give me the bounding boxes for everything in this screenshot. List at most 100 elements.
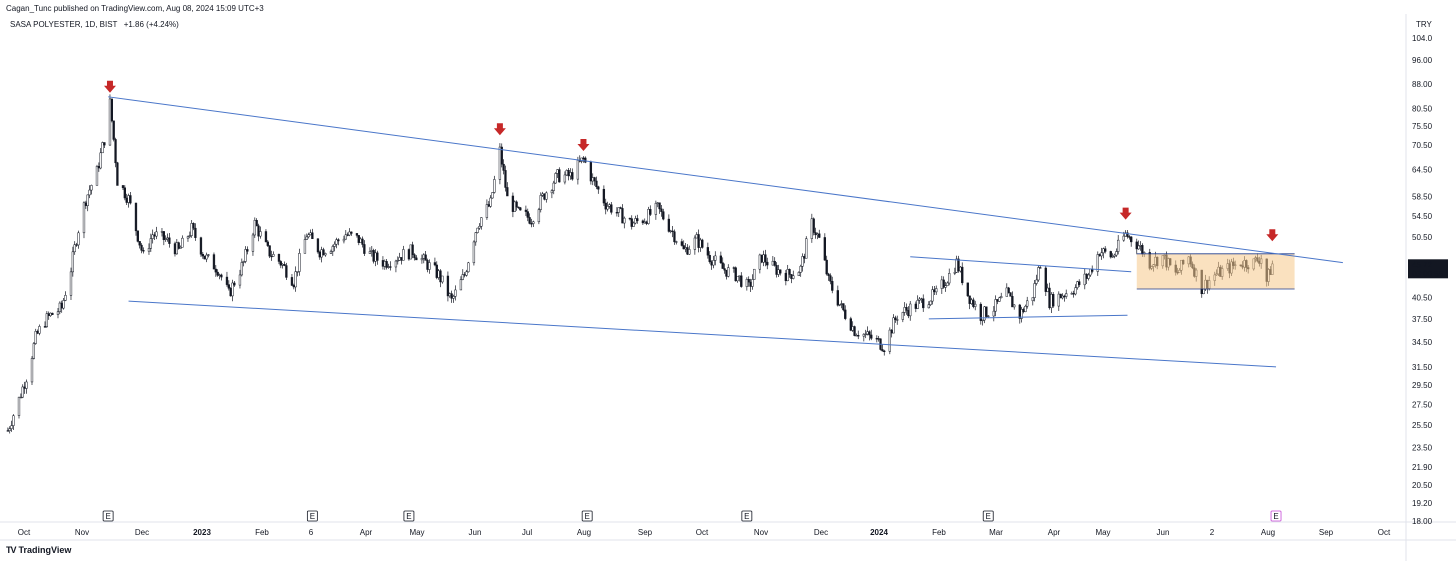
time-tick-label: Nov [75, 528, 89, 537]
candle-body [396, 260, 399, 262]
candle-body [948, 273, 951, 284]
time-tick-label: Jun [1157, 528, 1170, 537]
candle-body [686, 247, 689, 255]
candle-body [277, 254, 281, 262]
candle-body [177, 242, 180, 249]
price-tick-label: 27.50 [1412, 400, 1433, 409]
candle-body [402, 249, 405, 261]
candle-body [530, 223, 533, 225]
candle-body [649, 209, 652, 215]
candle-body [695, 234, 698, 239]
candle-body [108, 98, 112, 146]
candle-body [233, 282, 236, 286]
candle-body [571, 172, 574, 180]
candle-body [554, 173, 557, 184]
candle-body [188, 235, 191, 237]
candle-body [890, 329, 893, 334]
candle-body [1037, 267, 1040, 281]
candle-body [441, 275, 444, 283]
candle-body [389, 266, 392, 268]
candle-body [836, 290, 839, 306]
candle-body [883, 350, 886, 353]
candle-body [803, 256, 806, 259]
candle-body [621, 208, 624, 224]
candle-body [214, 268, 217, 273]
candle-body [337, 239, 340, 242]
candle-body [227, 284, 230, 289]
earnings-icon [306, 510, 318, 522]
candle-body [134, 202, 138, 232]
candle-body [333, 243, 336, 247]
candle-body [110, 98, 113, 122]
candle-body [1044, 267, 1047, 292]
candle-body [875, 338, 878, 340]
candle-body [1122, 235, 1125, 241]
candle-body [1013, 304, 1016, 308]
candle-body [775, 265, 778, 275]
candle-body [1022, 309, 1025, 313]
candle-body [576, 160, 580, 180]
candle-body [615, 212, 619, 214]
candle-body [589, 162, 593, 182]
candle-body [69, 271, 73, 296]
candle-body [660, 208, 663, 212]
candle-body [567, 170, 570, 177]
candle-body [463, 274, 466, 276]
time-tick-label: Aug [1261, 528, 1275, 537]
candle-body [368, 251, 372, 254]
candle-body [667, 218, 671, 232]
candle-body [305, 236, 308, 240]
candle-body [500, 146, 503, 165]
candle-body [51, 312, 54, 315]
candle-body [532, 221, 535, 224]
candle-body [199, 237, 203, 255]
candle-body [316, 238, 320, 253]
candle-body [38, 326, 41, 334]
candle-body [60, 302, 63, 309]
candle-body [309, 232, 312, 236]
candle-body [1113, 254, 1116, 257]
candle-body [953, 272, 956, 274]
price-tick-label: 21.90 [1412, 463, 1433, 472]
price-tick-label: 64.50 [1412, 166, 1433, 175]
candle-body [840, 303, 843, 305]
candle-body [381, 260, 385, 267]
candle-body [6, 430, 10, 432]
candle-body [1057, 293, 1060, 307]
candle-body [64, 295, 67, 301]
candle-body [987, 315, 990, 318]
candle-body [1100, 252, 1103, 257]
candle-body [790, 274, 793, 279]
candle-body [747, 279, 750, 283]
candle-body [1109, 251, 1112, 258]
candle-body [459, 279, 463, 291]
candle-body [101, 142, 104, 154]
tradingview-footer[interactable]: TV TradingView [6, 545, 71, 555]
candle-body [673, 231, 676, 243]
candle-body [853, 326, 856, 336]
candle-body [17, 396, 21, 416]
candle-body [814, 232, 817, 236]
price-tick-label: 23.50 [1412, 444, 1433, 453]
candle-body [1050, 294, 1053, 309]
candle-body [753, 268, 756, 280]
candle-body [242, 261, 245, 263]
candle-body [151, 234, 154, 239]
candle-body [385, 261, 388, 268]
candle-body [201, 253, 204, 257]
candle-body [1139, 245, 1142, 247]
candle-body [569, 172, 572, 177]
candle-body [407, 249, 411, 260]
candle-body [1007, 287, 1010, 293]
earnings-label: E [406, 512, 411, 521]
candle-body [322, 249, 325, 256]
candle-body [504, 170, 507, 188]
candle-body [168, 237, 171, 244]
candle-body [1102, 248, 1105, 254]
candle-body [706, 247, 710, 256]
candle-body [1098, 254, 1101, 257]
candle-body [927, 304, 930, 309]
candle-body [1039, 267, 1042, 269]
time-tick-label: Sep [638, 528, 653, 537]
